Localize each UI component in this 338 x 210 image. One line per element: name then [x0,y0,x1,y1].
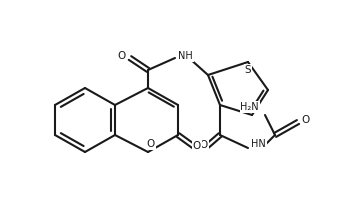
Text: O: O [193,141,201,151]
Text: O: O [200,140,208,150]
Text: O: O [302,115,310,125]
Text: S: S [245,65,251,75]
Text: O: O [118,51,126,61]
Text: NH: NH [178,51,193,61]
Text: HN: HN [251,139,266,149]
Text: O: O [147,139,155,149]
Text: H₂N: H₂N [240,102,259,112]
